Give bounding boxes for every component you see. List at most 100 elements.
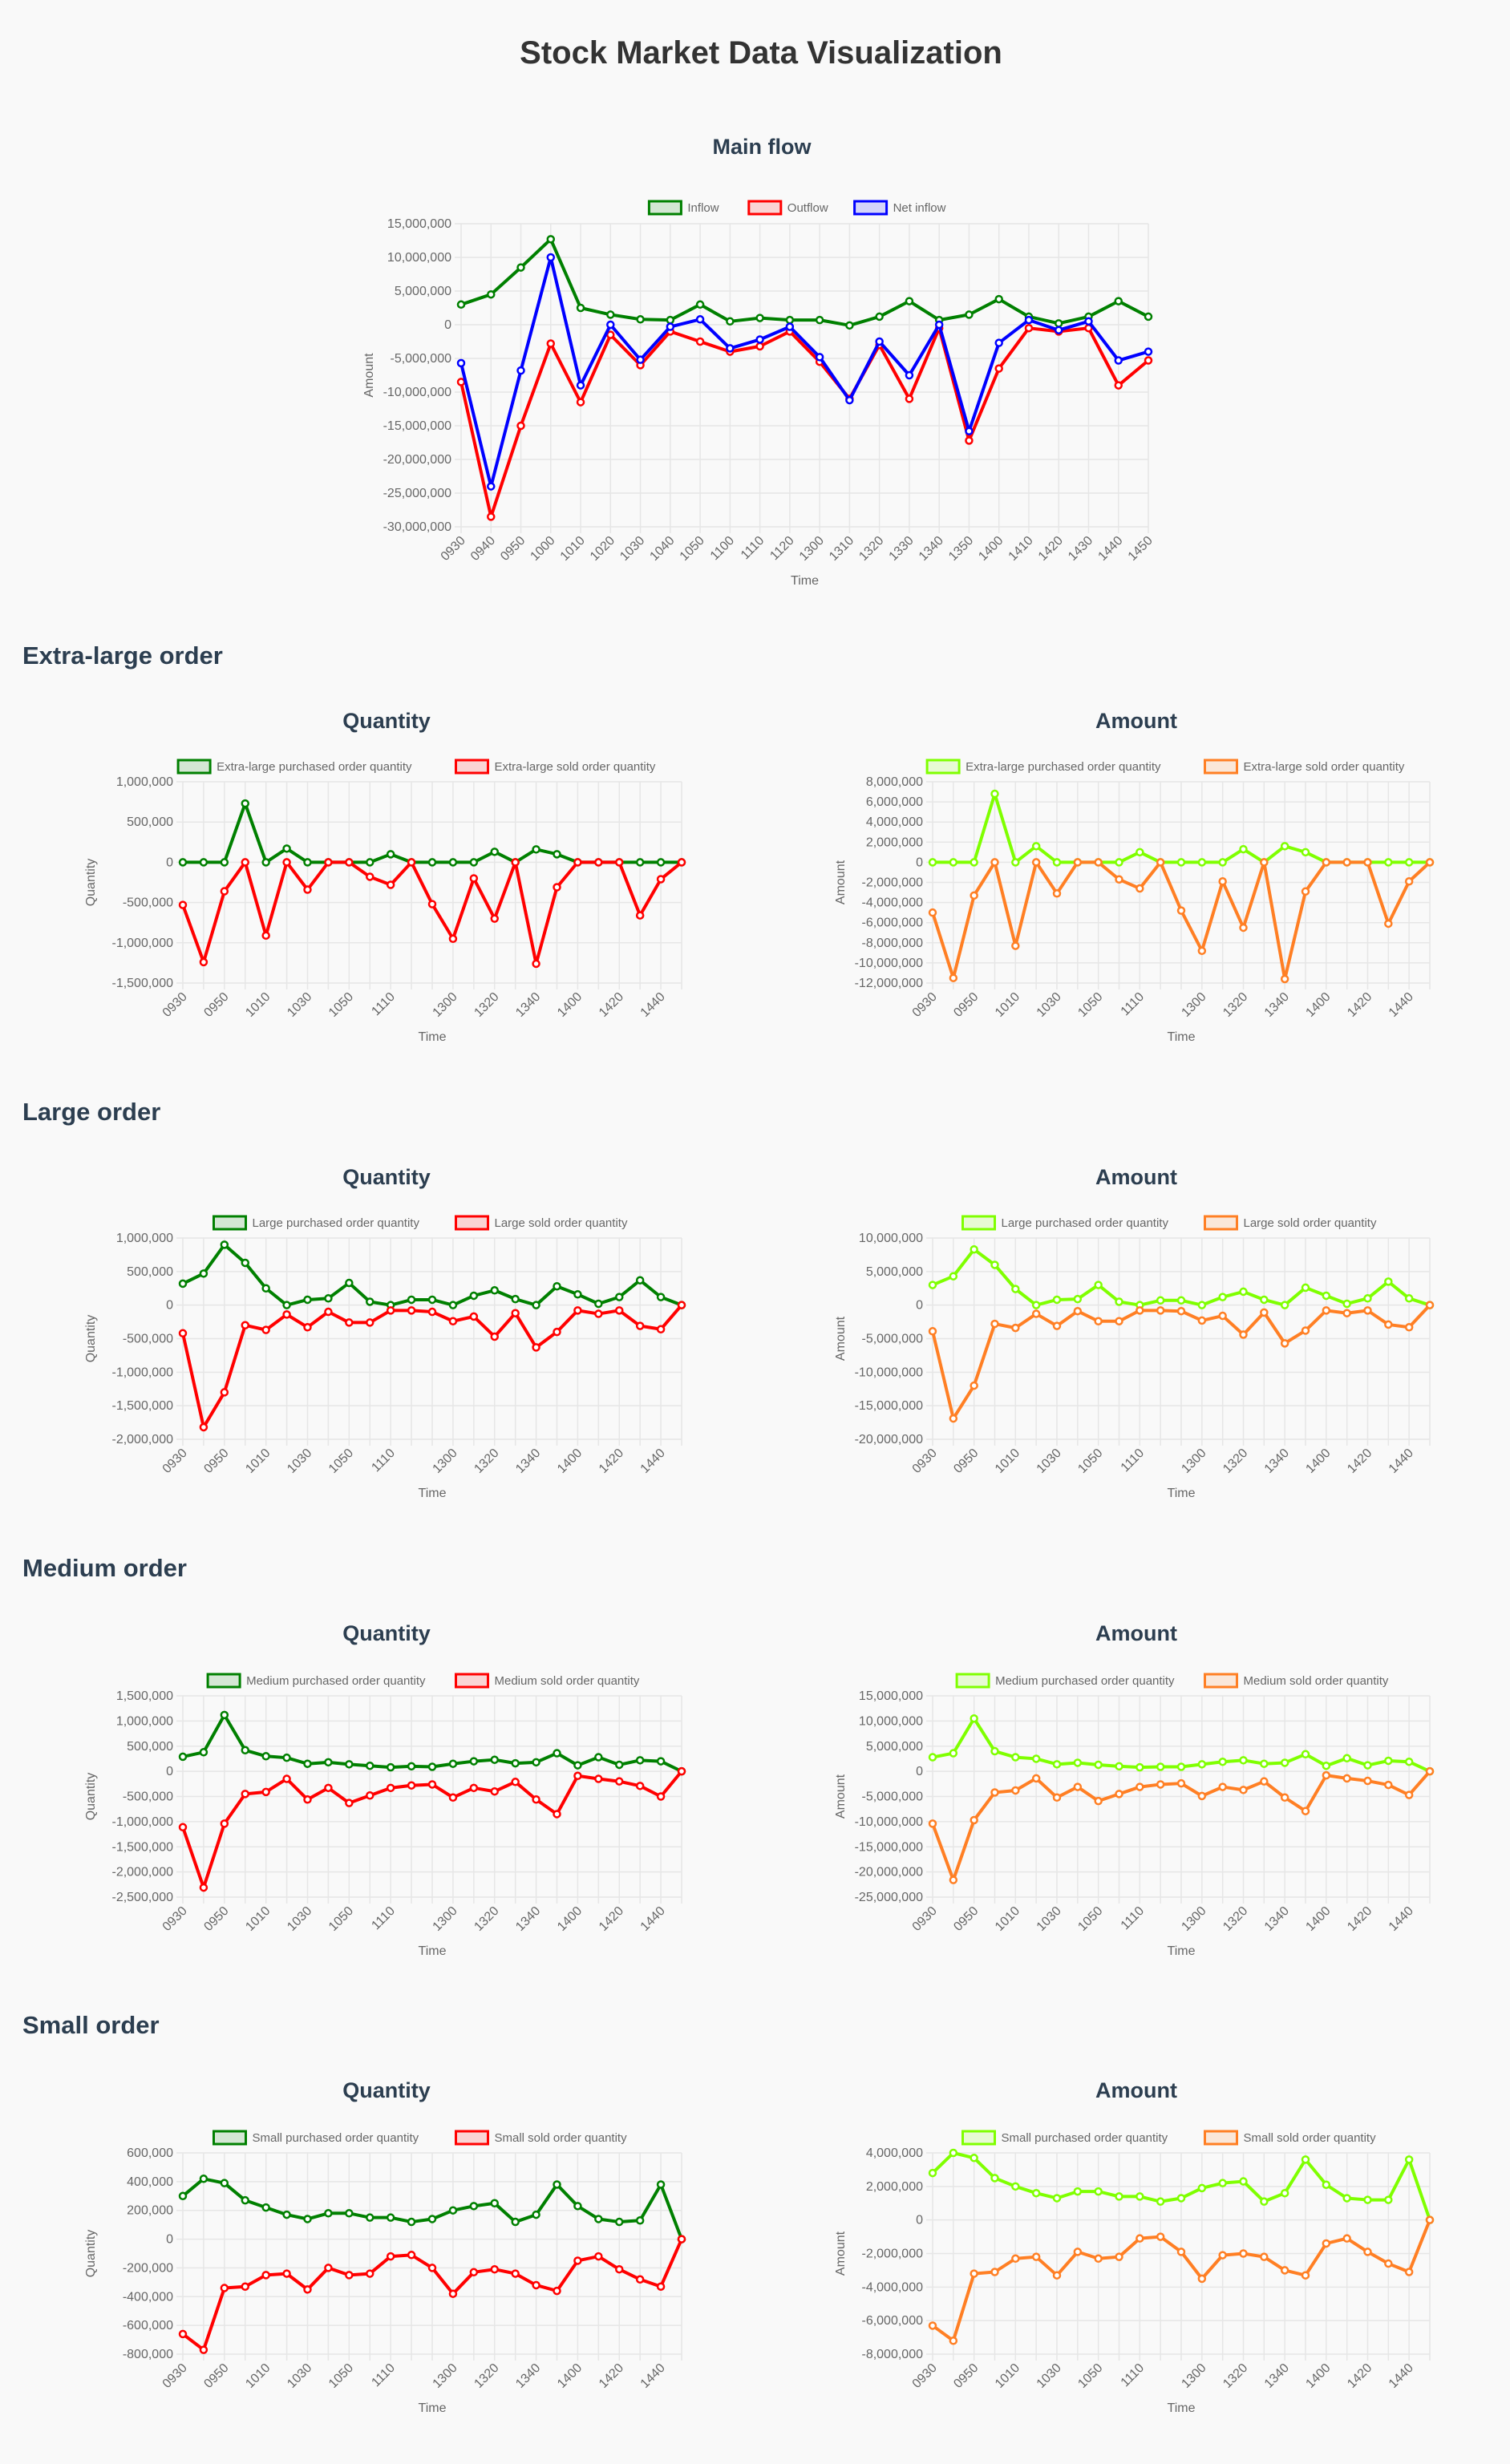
large-quantity-data-point	[178, 1279, 188, 1289]
extra-large-quantity-data-point	[199, 858, 208, 867]
extra-large-quantity-xtick-label: 1340	[513, 990, 543, 1020]
large-amount-data-point	[1031, 1301, 1041, 1309]
small-amount-xtick-label: 1050	[1075, 2361, 1105, 2391]
extra-large-quantity-ytick-label: 500,000	[127, 815, 173, 829]
large-quantity-xtick-label: 1300	[431, 1446, 460, 1476]
medium-amount-ytick-label: 0	[916, 1765, 923, 1778]
medium-quantity-data-point	[594, 1753, 603, 1762]
extra-large-amount-data-point	[1425, 858, 1435, 867]
small-quantity-data-point	[407, 2217, 416, 2227]
large-section-title: Large order	[22, 1098, 161, 1126]
small-amount-group: -8,000,000 -6,000,000 -4,000,000 -2,000,000…	[834, 2130, 1435, 2415]
large-quantity-data-point	[303, 1323, 312, 1332]
large-amount-data-point	[1239, 1287, 1248, 1297]
small-quantity-data-point	[178, 2329, 188, 2339]
extra-large-amount-data-point	[1156, 858, 1165, 867]
medium-quantity-data-point	[324, 1758, 333, 1767]
large-amount-data-point	[1156, 1296, 1165, 1305]
large-amount-group: -20,000,000 -15,000,000 -10,000,000 -5,000,…	[834, 1215, 1435, 1500]
large-quantity-data-point	[427, 1307, 437, 1317]
small-amount-data-point	[1052, 2194, 1062, 2203]
medium-amount-data-point	[1425, 1766, 1435, 1776]
extra-large-quantity-data-point	[386, 850, 395, 859]
large-amount-data-point	[1136, 1306, 1144, 1315]
small-amount-xtick-label: 1010	[993, 2361, 1022, 2391]
extra-large-quantity-ytick-label: 1,000,000	[116, 775, 173, 789]
small-amount-ytick-label: 2,000,000	[866, 2180, 923, 2194]
medium-amount-data-point	[1011, 1786, 1020, 1795]
extra-large-quantity-data-point	[448, 858, 458, 867]
small-amount-data-point	[1342, 2194, 1351, 2203]
large-amount-xtick-label: 1400	[1303, 1446, 1333, 1476]
main-flow-data-point	[815, 315, 824, 325]
large-quantity-data-point	[553, 1327, 561, 1337]
large-quantity-data-point	[553, 1281, 561, 1291]
small-quantity-data-point	[303, 2215, 312, 2223]
extra-large-amount-ytick-label: 8,000,000	[866, 775, 923, 789]
small-amount-data-point	[1239, 2249, 1248, 2258]
small-amount-xtick-label: 1400	[1303, 2361, 1333, 2391]
extra-large-quantity-data-point	[178, 858, 188, 867]
extra-large-amount-data-point	[1011, 941, 1020, 950]
main-flow-legend-item: Outflow	[747, 200, 828, 216]
small-amount-data-point	[990, 2174, 999, 2183]
small-amount-data-point	[1115, 2252, 1123, 2261]
large-amount-data-point	[1342, 1309, 1351, 1317]
large-amount-data-point	[1176, 1306, 1186, 1316]
large-quantity-xtick-label: 1340	[513, 1446, 543, 1476]
small-amount-data-point	[1136, 2234, 1144, 2243]
extra-large-quantity-xtick-label: 1420	[597, 990, 626, 1020]
extra-large-amount-data-point	[1322, 858, 1331, 867]
small-quantity-x-axis-title: Time	[419, 2401, 447, 2415]
small-quantity-data-point	[511, 2217, 520, 2227]
extra-large-amount-data-point	[990, 858, 999, 867]
medium-quantity-data-point	[199, 1748, 208, 1757]
medium-quantity-data-point	[282, 1774, 291, 1783]
large-quantity-xtick-label: 1010	[243, 1446, 273, 1476]
large-amount-data-point	[1280, 1301, 1289, 1309]
large-amount-legend-item: Large purchased order quantity	[961, 1215, 1168, 1231]
extra-large-quantity-ytick-label: -500,000	[123, 896, 173, 910]
large-amount-xtick-label: 1050	[1075, 1446, 1105, 1476]
main-flow-data-point	[1114, 297, 1123, 305]
medium-amount-data-point	[1115, 1790, 1123, 1798]
medium-quantity-data-point	[427, 1762, 437, 1771]
medium-quantity-data-point	[386, 1783, 395, 1793]
small-quantity-data-point	[656, 2180, 666, 2189]
large-quantity-data-point	[220, 1240, 229, 1249]
large-quantity-ytick-label: 0	[166, 1299, 173, 1313]
small-quantity-data-point	[241, 2282, 249, 2291]
extra-large-amount-xtick-label: 1010	[993, 990, 1022, 1020]
small-amount-ytick-label: -6,000,000	[861, 2314, 923, 2328]
medium-amount-data-point	[1218, 1782, 1227, 1791]
small-amount-data-point	[1301, 2271, 1310, 2280]
extra-large-quantity-xtick-label: 0930	[160, 990, 190, 1020]
main-flow-data-point	[546, 339, 556, 348]
medium-amount-legend-item: Medium purchased order quantity	[955, 1673, 1175, 1689]
medium-amount-xtick-label: 1030	[1034, 1904, 1064, 1934]
extra-large-amount-xtick-label: 1320	[1221, 990, 1250, 1020]
small-quantity-data-point	[615, 2264, 624, 2274]
large-quantity-data-point	[677, 1301, 686, 1309]
main-flow-data-point	[815, 353, 824, 362]
extra-large-quantity-data-point	[345, 858, 354, 867]
small-amount-data-point	[1363, 2248, 1372, 2256]
small-quantity-data-point	[178, 2191, 188, 2201]
small-quantity-data-point	[282, 2210, 291, 2219]
small-quantity-data-point	[220, 2179, 229, 2187]
small-amount-ytick-label: 0	[916, 2214, 923, 2227]
large-quantity-legend-label: Large purchased order quantity	[253, 1216, 420, 1230]
extra-large-amount-legend-item: Extra-large purchased order quantity	[925, 759, 1161, 775]
large-amount-ytick-label: -15,000,000	[855, 1399, 924, 1413]
small-quantity-xtick-label: 1110	[369, 2361, 398, 2390]
large-quantity-ytick-label: -1,000,000	[111, 1366, 173, 1379]
medium-quantity-data-point	[469, 1783, 479, 1793]
medium-amount-y-axis-title: Amount	[834, 1774, 848, 1819]
large-quantity-xtick-label: 1420	[597, 1446, 626, 1476]
large-quantity-data-point	[656, 1293, 666, 1301]
small-quantity-legend-item: Small sold order quantity	[455, 2130, 627, 2146]
large-quantity-xtick-label: 1320	[472, 1446, 501, 1476]
small-quantity-data-point	[594, 2215, 603, 2223]
medium-amount-xtick-label: 1110	[1119, 1904, 1148, 1933]
